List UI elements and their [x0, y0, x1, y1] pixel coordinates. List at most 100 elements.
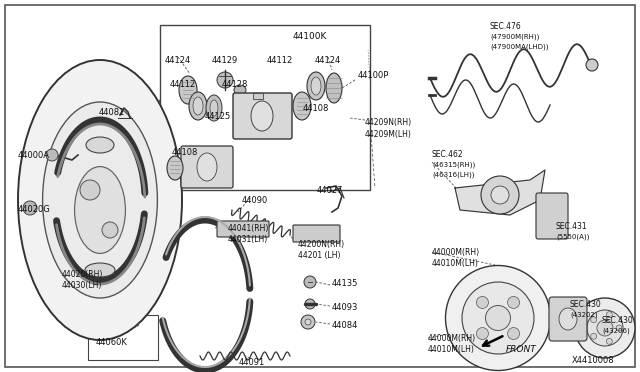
Circle shape	[80, 180, 100, 200]
Text: 44108: 44108	[303, 104, 329, 113]
Ellipse shape	[304, 276, 316, 288]
Text: FRONT: FRONT	[506, 345, 537, 354]
Ellipse shape	[575, 298, 635, 358]
Ellipse shape	[305, 299, 315, 309]
Text: SEC.476: SEC.476	[490, 22, 522, 31]
Text: 44100P: 44100P	[358, 71, 389, 80]
Ellipse shape	[587, 310, 623, 346]
Ellipse shape	[193, 97, 203, 115]
Ellipse shape	[307, 72, 325, 100]
Ellipse shape	[43, 102, 157, 298]
Text: 44000A: 44000A	[18, 151, 50, 160]
Ellipse shape	[75, 167, 125, 253]
Ellipse shape	[486, 305, 511, 330]
Text: 44030(LH): 44030(LH)	[62, 281, 102, 290]
Text: 44100K: 44100K	[293, 32, 327, 41]
Text: (43202): (43202)	[570, 311, 598, 317]
Text: (46316(LH)): (46316(LH))	[432, 171, 474, 177]
Text: 44060K: 44060K	[96, 338, 128, 347]
Text: 44000M(RH): 44000M(RH)	[428, 334, 476, 343]
Circle shape	[508, 296, 520, 308]
Text: (5550(A)): (5550(A))	[556, 233, 589, 240]
Text: (46315(RH)): (46315(RH))	[432, 161, 476, 167]
Text: 44135: 44135	[332, 279, 358, 289]
Text: (47900MA(LHD)): (47900MA(LHD))	[490, 43, 548, 49]
Text: 44027: 44027	[317, 186, 343, 195]
Bar	[88, 315, 158, 360]
Ellipse shape	[206, 95, 222, 121]
Ellipse shape	[462, 282, 534, 354]
FancyBboxPatch shape	[293, 225, 340, 242]
Circle shape	[102, 222, 118, 238]
Text: 44112: 44112	[170, 80, 196, 89]
Circle shape	[46, 149, 58, 161]
Circle shape	[217, 72, 233, 88]
Circle shape	[23, 201, 37, 215]
Circle shape	[586, 59, 598, 71]
Circle shape	[606, 312, 612, 318]
Text: SEC.431: SEC.431	[556, 222, 588, 231]
Text: (47900M(RH)): (47900M(RH))	[490, 33, 540, 39]
Text: 44010M(LH): 44010M(LH)	[432, 259, 479, 268]
FancyBboxPatch shape	[549, 297, 587, 341]
Text: 44200N(RH): 44200N(RH)	[298, 240, 345, 249]
Text: 44129: 44129	[212, 56, 238, 65]
Circle shape	[606, 338, 612, 344]
Bar	[253, 93, 263, 99]
Bar	[160, 25, 370, 190]
Ellipse shape	[305, 319, 311, 325]
Ellipse shape	[167, 156, 183, 180]
Ellipse shape	[197, 153, 217, 181]
Ellipse shape	[301, 315, 315, 329]
Text: 44041(RH): 44041(RH)	[228, 224, 269, 233]
Text: 44081: 44081	[99, 108, 125, 117]
FancyBboxPatch shape	[217, 221, 269, 237]
Text: X4410008: X4410008	[572, 356, 614, 365]
Text: 44010M(LH): 44010M(LH)	[428, 345, 475, 354]
Text: 44201 (LH): 44201 (LH)	[298, 251, 340, 260]
Text: 44020(RH): 44020(RH)	[62, 270, 104, 279]
Ellipse shape	[210, 100, 218, 116]
Text: 44124: 44124	[315, 56, 341, 65]
FancyBboxPatch shape	[233, 93, 292, 139]
Text: (43206): (43206)	[602, 327, 630, 334]
Text: 44128: 44128	[222, 80, 248, 89]
Ellipse shape	[251, 101, 273, 131]
Circle shape	[476, 328, 488, 340]
Text: 44125: 44125	[205, 112, 231, 121]
Ellipse shape	[491, 186, 509, 204]
FancyBboxPatch shape	[181, 146, 233, 188]
FancyBboxPatch shape	[536, 193, 568, 239]
Ellipse shape	[189, 92, 207, 120]
Ellipse shape	[481, 176, 519, 214]
Text: 44112: 44112	[267, 56, 293, 65]
Ellipse shape	[179, 76, 197, 104]
Text: 44020G: 44020G	[18, 205, 51, 215]
Text: 44000M(RH): 44000M(RH)	[432, 248, 480, 257]
Circle shape	[591, 317, 596, 323]
Text: 44091: 44091	[239, 358, 265, 367]
Ellipse shape	[597, 320, 613, 336]
Circle shape	[508, 328, 520, 340]
Ellipse shape	[86, 137, 114, 153]
Text: 44031(LH): 44031(LH)	[228, 235, 268, 244]
Text: 44124: 44124	[165, 56, 191, 65]
Circle shape	[591, 333, 596, 339]
Text: SEC.430: SEC.430	[570, 300, 602, 309]
Text: 44090: 44090	[242, 196, 268, 205]
Text: 44084: 44084	[332, 321, 358, 330]
Ellipse shape	[234, 85, 246, 95]
Text: 44093: 44093	[332, 304, 358, 312]
Text: SEC.430: SEC.430	[602, 316, 634, 325]
Text: 44209M(LH): 44209M(LH)	[365, 130, 412, 139]
Text: 44209N(RH): 44209N(RH)	[365, 118, 412, 127]
Ellipse shape	[311, 77, 321, 95]
Circle shape	[476, 296, 488, 308]
Text: SEC.462: SEC.462	[432, 150, 463, 159]
Text: 44108: 44108	[172, 148, 198, 157]
Ellipse shape	[85, 263, 115, 277]
Ellipse shape	[293, 92, 311, 120]
Circle shape	[616, 325, 622, 331]
Ellipse shape	[445, 266, 550, 371]
Ellipse shape	[326, 73, 342, 103]
